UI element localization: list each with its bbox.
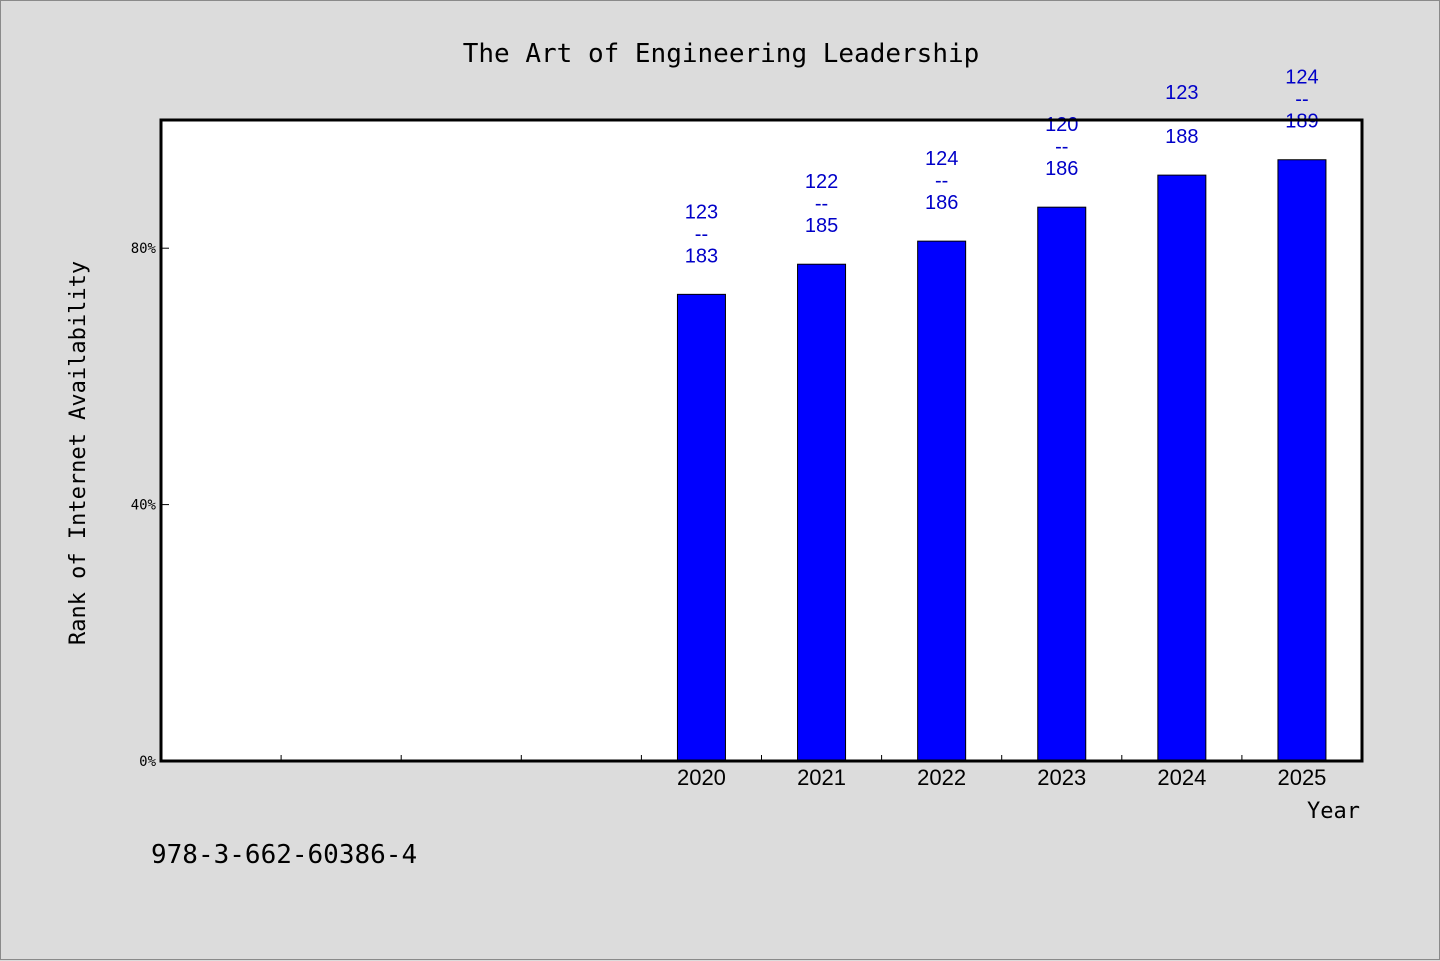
data-label-2021-line-2: -- xyxy=(815,193,828,215)
data-label-2022-line-2: -- xyxy=(935,170,948,192)
bar-2020 xyxy=(676,293,726,762)
bar-2024 xyxy=(1157,174,1207,762)
y-tick-label-80: 80% xyxy=(131,241,157,257)
plot-border xyxy=(159,118,1364,763)
data-label-2022-line-3: 186 xyxy=(925,192,958,214)
x-axis-label: Year xyxy=(1307,799,1360,824)
bar-2023 xyxy=(1037,206,1087,762)
data-label-2020-line-2: -- xyxy=(695,223,708,245)
x-tick-label-2024: 2024 xyxy=(1157,765,1206,790)
data-label-2021-line-1: 122 xyxy=(805,171,838,193)
y-tick-label-40: 40% xyxy=(131,498,157,514)
bar-2025 xyxy=(1277,159,1327,762)
data-label-2020-line-3: 183 xyxy=(685,245,718,267)
x-tick-label-2023: 2023 xyxy=(1037,765,1086,790)
data-label-2024-line-3: 188 xyxy=(1165,126,1198,148)
isbn-code: 978-3-662-60386-4 xyxy=(151,840,417,870)
y-tick-label-0: 0% xyxy=(139,754,156,770)
bar-2021 xyxy=(797,263,847,762)
data-label-2025-line-1: 124 xyxy=(1285,67,1318,89)
data-label-2025-line-3: 189 xyxy=(1285,111,1318,133)
data-label-2020-line-1: 123 xyxy=(685,201,718,223)
x-tick-label-2020: 2020 xyxy=(677,765,726,790)
bars-group xyxy=(676,159,1327,762)
bar-2022 xyxy=(917,240,967,762)
x-tick-label-2021: 2021 xyxy=(797,765,846,790)
data-label-2021-line-3: 185 xyxy=(805,215,838,237)
data-label-2023-line-2: -- xyxy=(1055,136,1068,158)
y-axis-label: Rank of Internet Availability xyxy=(66,261,91,645)
data-label-2023-line-3: 186 xyxy=(1045,158,1078,180)
data-label-2023-line-1: 120 xyxy=(1045,114,1078,136)
data-label-2022-line-1: 124 xyxy=(925,148,958,170)
x-tick-label-2025: 2025 xyxy=(1277,765,1326,790)
data-label-2024-line-1: 123 xyxy=(1165,82,1198,104)
ticks-group: 2020 2021 2022 2023 2024 2025 0% 40% 80% xyxy=(131,241,1327,790)
x-tick-label-2022: 2022 xyxy=(917,765,966,790)
chart-title: The Art of Engineering Leadership xyxy=(463,39,980,69)
data-label-2025-line-2: -- xyxy=(1295,89,1308,111)
